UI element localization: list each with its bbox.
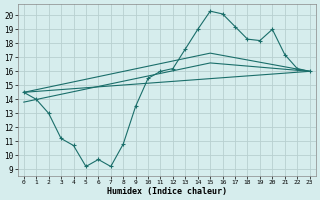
X-axis label: Humidex (Indice chaleur): Humidex (Indice chaleur) — [107, 187, 227, 196]
